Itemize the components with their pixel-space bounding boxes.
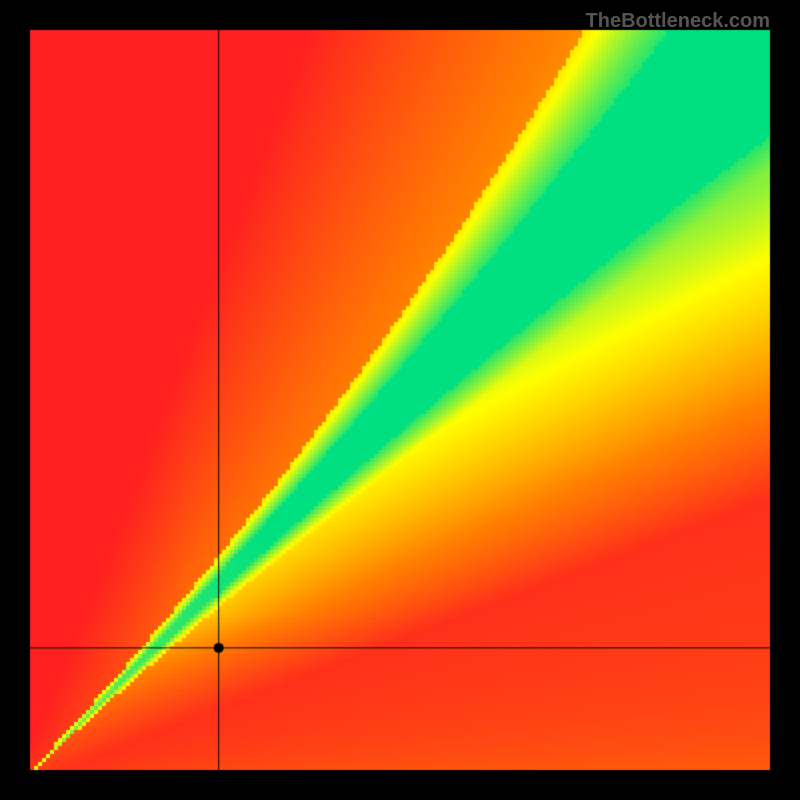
bottleneck-heatmap: [0, 0, 800, 800]
watermark-text: TheBottleneck.com: [586, 10, 770, 33]
chart-container: TheBottleneck.com: [0, 0, 800, 800]
